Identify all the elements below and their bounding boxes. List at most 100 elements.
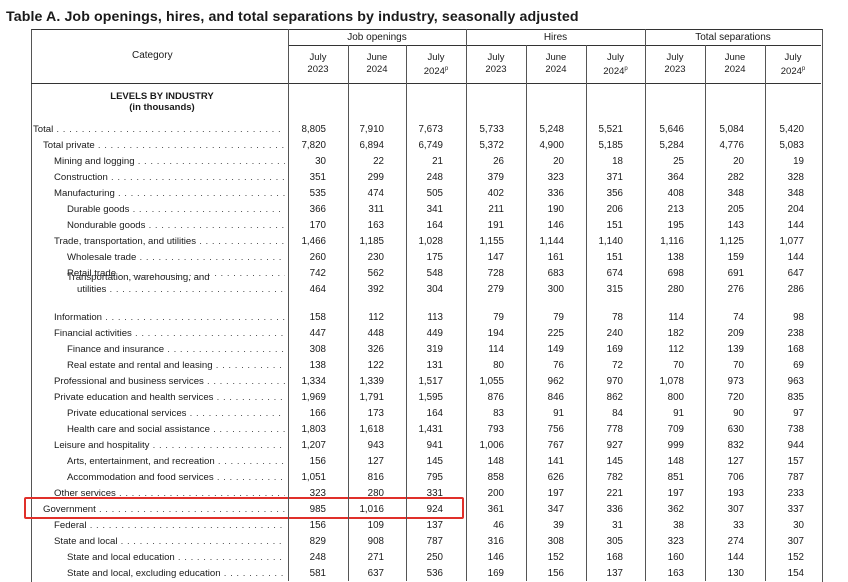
- column-header-year: 2024: [724, 63, 746, 75]
- table-cell: 72: [612, 360, 623, 371]
- table-cell: 76: [553, 360, 564, 371]
- row-label: State and local education . . . . . . . …: [67, 552, 285, 564]
- column-header-month: June: [366, 52, 388, 63]
- table-cell: 31: [612, 520, 623, 531]
- table-cell: 137: [606, 568, 623, 579]
- table-cell: 709: [667, 424, 684, 435]
- column-header-year: 2024: [366, 63, 388, 75]
- table-cell: 280: [667, 284, 684, 295]
- section-title: LEVELS BY INDUSTRY (in thousands): [92, 91, 232, 113]
- table-cell: 1,466: [301, 236, 326, 247]
- section-subtitle: (in thousands): [129, 102, 195, 113]
- table-cell: 1,803: [301, 424, 326, 435]
- column-header: July 2024p: [406, 52, 466, 77]
- table-cell: 79: [553, 312, 564, 323]
- table-cell: 637: [367, 568, 384, 579]
- row-label: Retail trade . . . . . . . . . . . . . .…: [67, 268, 285, 280]
- table-cell: 505: [426, 188, 443, 199]
- table-cell: 7,910: [359, 124, 384, 135]
- table-cell: 166: [309, 408, 326, 419]
- table-cell: 364: [667, 172, 684, 183]
- table-cell: 474: [367, 188, 384, 199]
- table-cell: 20: [553, 156, 564, 167]
- table-cell: 156: [547, 568, 564, 579]
- table-cell: 8,805: [301, 124, 326, 135]
- table-cell: 127: [727, 456, 744, 467]
- table-cell: 25: [673, 156, 684, 167]
- table-cell: 152: [787, 552, 804, 563]
- column-header-month: July: [784, 52, 802, 63]
- table-cell: 1,595: [418, 392, 443, 403]
- preliminary-marker: p: [801, 65, 806, 72]
- table-cell: 366: [309, 204, 326, 215]
- table-cell: 562: [367, 268, 384, 279]
- table-cell: 114: [668, 312, 684, 323]
- table-cell: 1,116: [660, 236, 684, 247]
- leader-dots: . . . . . . . . . . . . . . . . . . . . …: [152, 440, 285, 451]
- table-cell: 767: [547, 440, 564, 451]
- table-cell: 337: [787, 504, 804, 515]
- table-cell: 5,248: [539, 124, 564, 135]
- table-cell: 305: [606, 536, 623, 547]
- row-label: Mining and logging . . . . . . . . . . .…: [54, 156, 285, 168]
- table-cell: 22: [373, 156, 384, 167]
- table-cell: 173: [367, 408, 384, 419]
- row-label: Nondurable goods . . . . . . . . . . . .…: [67, 220, 285, 232]
- table-cell: 164: [426, 408, 443, 419]
- table-cell: 787: [426, 536, 443, 547]
- table-cell: 816: [367, 472, 384, 483]
- table-cell: 331: [426, 488, 443, 499]
- table-cell: 351: [309, 172, 326, 183]
- column-divider: [586, 45, 587, 581]
- table-cell: 151: [606, 252, 623, 263]
- table-cell: 6,894: [359, 140, 384, 151]
- table-cell: 962: [547, 376, 564, 387]
- table-cell: 973: [727, 376, 744, 387]
- table-cell: 876: [487, 392, 504, 403]
- table-frame: [31, 29, 823, 582]
- table-cell: 233: [787, 488, 804, 499]
- table-cell: 1,334: [301, 376, 326, 387]
- category-header: Category: [132, 50, 173, 61]
- table-cell: 158: [309, 312, 326, 323]
- table-cell: 271: [367, 552, 384, 563]
- table-cell: 832: [727, 440, 744, 451]
- column-header: June 2024: [348, 52, 406, 75]
- table-cell: 944: [787, 440, 804, 451]
- table-cell: 464: [309, 284, 326, 295]
- table-cell: 70: [673, 360, 684, 371]
- table-cell: 213: [667, 204, 684, 215]
- table-cell: 248: [426, 172, 443, 183]
- table-cell: 147: [487, 252, 504, 263]
- row-label: Trade, transportation, and utilities . .…: [54, 236, 285, 248]
- table-cell: 26: [493, 156, 504, 167]
- row-label: State and local, excluding education . .…: [67, 568, 285, 580]
- table-cell: 862: [606, 392, 623, 403]
- table-cell: 144: [787, 220, 804, 231]
- table-cell: 170: [309, 220, 326, 231]
- table-cell: 195: [667, 220, 684, 231]
- leader-dots: . . . . . . . . . . . . . . . . . . . . …: [199, 236, 285, 247]
- table-cell: 83: [493, 408, 504, 419]
- table-cell: 74: [733, 312, 744, 323]
- table-cell: 90: [733, 408, 744, 419]
- table-cell: 141: [547, 456, 564, 467]
- column-header: July 2023: [288, 52, 348, 75]
- table-cell: 626: [547, 472, 564, 483]
- table-cell: 97: [793, 408, 804, 419]
- preliminary-marker: p: [624, 65, 628, 72]
- table-cell: 720: [727, 392, 744, 403]
- table-cell: 260: [309, 252, 326, 263]
- column-header-year: 2023: [485, 63, 507, 75]
- table-cell: 5,284: [659, 140, 684, 151]
- column-header: July 2024p: [586, 52, 645, 77]
- table-cell: 200: [487, 488, 504, 499]
- column-header-month: July: [666, 52, 684, 63]
- table-cell: 548: [426, 268, 443, 279]
- table-cell: 1,431: [418, 424, 443, 435]
- table-cell: 778: [606, 424, 623, 435]
- table-cell: 149: [547, 344, 564, 355]
- row-label: Financial activities . . . . . . . . . .…: [54, 328, 285, 340]
- table-cell: 1,125: [719, 236, 744, 247]
- table-cell: 20: [733, 156, 744, 167]
